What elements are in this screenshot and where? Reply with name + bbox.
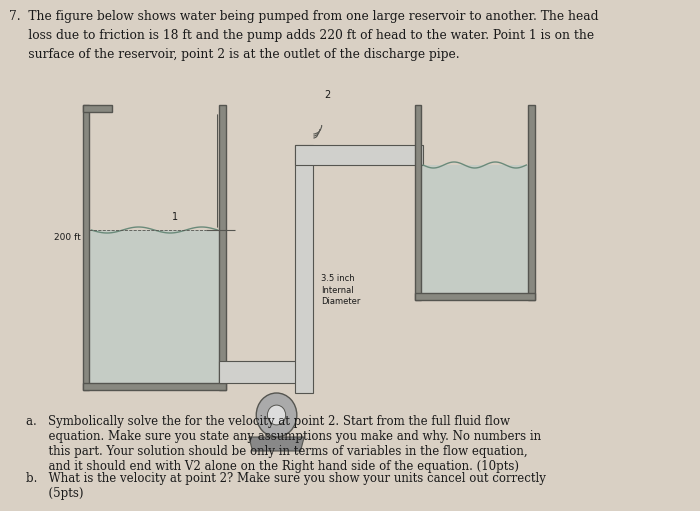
Text: 1: 1 [172,212,178,222]
Bar [295,145,314,393]
Bar [83,105,90,390]
Circle shape [256,393,297,437]
Bar [219,361,297,383]
Text: a.   Symbolically solve the for the velocity at point 2. Start from the full flu: a. Symbolically solve the for the veloci… [26,415,541,473]
Bar [528,105,535,300]
Polygon shape [249,437,304,451]
Bar [295,145,423,165]
Bar [83,105,113,112]
Circle shape [267,405,286,425]
Bar [90,230,219,383]
Text: 2: 2 [324,90,330,100]
Bar [415,293,535,300]
Text: 3.5 inch
Internal
Diameter: 3.5 inch Internal Diameter [321,274,360,306]
Text: 7.  The figure below shows water being pumped from one large reservoir to anothe: 7. The figure below shows water being pu… [9,10,598,61]
Bar [83,383,226,390]
Text: 200 ft: 200 ft [55,233,81,242]
Bar [219,105,226,390]
Text: b.   What is the velocity at point 2? Make sure you show your units cancel out c: b. What is the velocity at point 2? Make… [26,472,546,500]
Bar [415,105,421,300]
Bar [421,165,528,293]
